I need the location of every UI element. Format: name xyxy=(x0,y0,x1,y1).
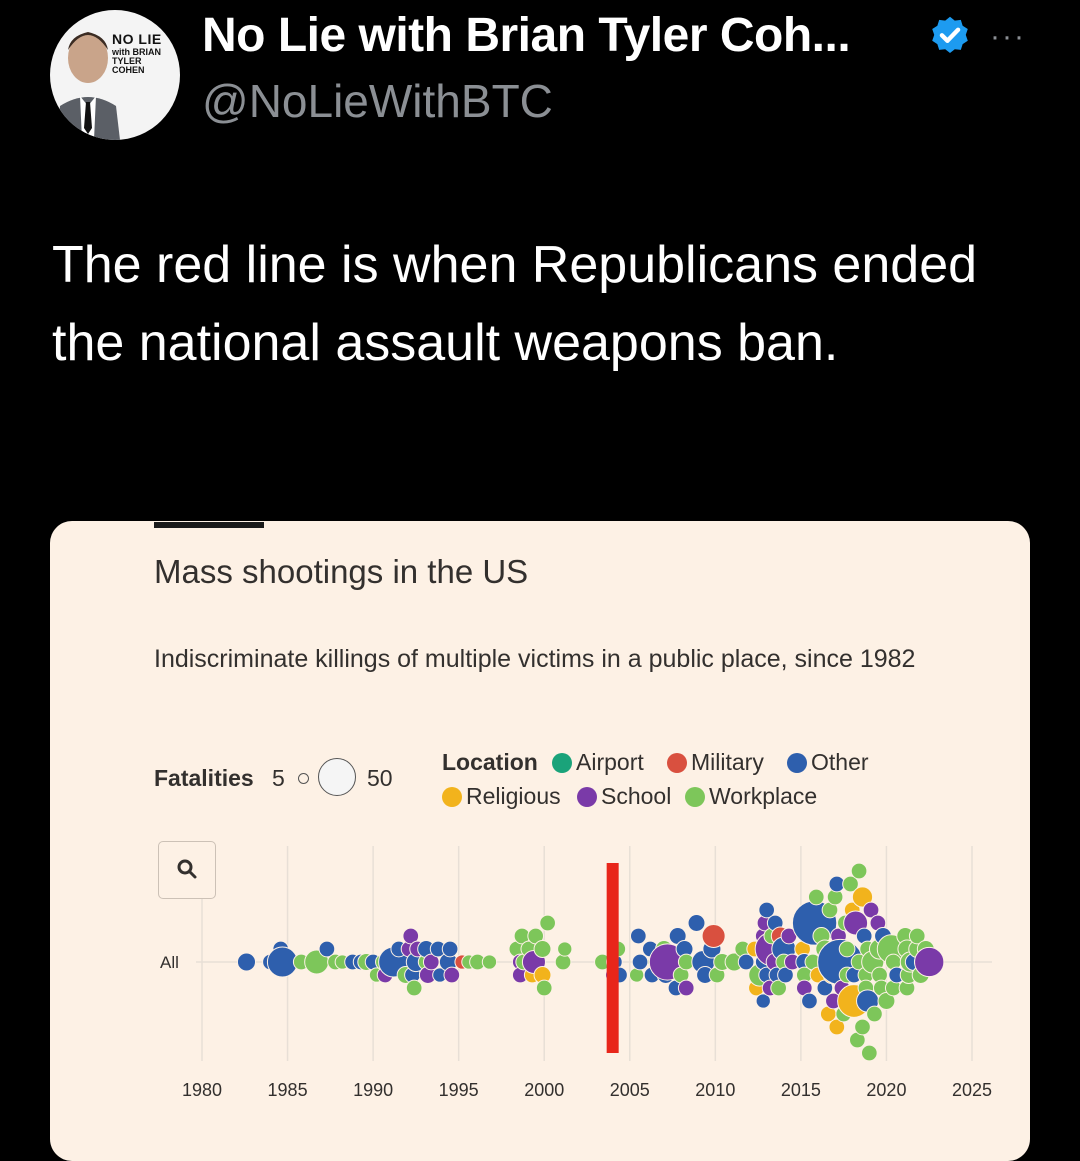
size-legend-small-circle xyxy=(298,773,309,784)
data-point xyxy=(236,952,257,972)
user-handle[interactable]: @NoLieWithBTC xyxy=(202,75,553,127)
legend-item-military[interactable]: Military xyxy=(667,749,764,776)
x-tick-label: 2000 xyxy=(524,1080,564,1100)
data-point xyxy=(539,914,556,932)
legend-label-military: Military xyxy=(691,749,764,775)
data-point xyxy=(535,979,553,997)
data-point xyxy=(854,1018,871,1036)
data-point xyxy=(908,927,926,945)
avatar-badge-subtitle: with BRIAN TYLER COHEN xyxy=(112,47,161,75)
x-tick-label: 2015 xyxy=(781,1080,821,1100)
legend-label-other: Other xyxy=(811,749,869,775)
data-point xyxy=(850,862,868,880)
data-point xyxy=(755,993,771,1009)
x-tick-label: 2010 xyxy=(695,1080,735,1100)
more-options-button[interactable]: ··· xyxy=(990,20,1026,53)
data-point xyxy=(402,927,420,945)
data-point xyxy=(554,953,572,971)
data-point xyxy=(481,954,498,970)
avatar-portrait xyxy=(58,32,120,140)
data-point xyxy=(557,941,573,957)
beeswarm-chart: 1980 1985 1990 1995 2000 2005 2010 2015 2020 2025… xyxy=(160,846,992,1100)
data-point xyxy=(770,979,787,997)
legend-dot-other xyxy=(787,753,807,773)
x-tick-label: 1995 xyxy=(439,1080,479,1100)
data-point xyxy=(441,940,459,958)
data-point xyxy=(777,966,794,984)
display-name[interactable]: No Lie with Brian Tyler Coh... xyxy=(202,9,851,62)
data-point xyxy=(533,940,552,958)
card-top-tab xyxy=(154,522,264,528)
legend-item-workplace[interactable]: Workplace xyxy=(685,783,817,810)
avatar-badge: NO LIE with BRIAN TYLER COHEN xyxy=(112,32,172,75)
data-point xyxy=(838,940,856,958)
data-point xyxy=(677,979,695,997)
legend-label-school: School xyxy=(601,783,672,809)
data-point xyxy=(860,1044,878,1062)
search-icon xyxy=(177,859,197,879)
legend-dot-airport xyxy=(552,753,572,773)
size-legend-min: 5 xyxy=(272,765,285,791)
legend-label-religious: Religious xyxy=(466,783,561,809)
chart-search-button[interactable] xyxy=(158,841,216,899)
chart-title: Mass shootings in the US xyxy=(154,553,529,590)
data-point xyxy=(629,927,647,945)
legend-dot-military xyxy=(667,753,687,773)
data-point xyxy=(851,886,874,908)
x-tick-label: 1985 xyxy=(268,1080,308,1100)
data-point xyxy=(862,901,880,919)
legend-item-airport[interactable]: Airport xyxy=(552,749,644,776)
data-point xyxy=(631,953,649,971)
tweet-text: The red line is when Republicans ended t… xyxy=(52,236,978,372)
data-point xyxy=(914,946,945,978)
legend-label-airport: Airport xyxy=(576,749,644,775)
legend-item-other[interactable]: Other xyxy=(787,749,869,776)
data-point xyxy=(405,979,423,997)
data-point xyxy=(443,966,461,984)
data-point xyxy=(807,888,825,906)
data-point xyxy=(828,1018,846,1036)
legend-item-religious[interactable]: Religious xyxy=(442,783,561,810)
data-point xyxy=(842,875,859,893)
red-line-marker xyxy=(606,863,619,1053)
legend-dot-workplace xyxy=(685,787,705,807)
legend-label-workplace: Workplace xyxy=(709,783,818,809)
avatar-badge-title: NO LIE xyxy=(112,31,162,47)
data-point xyxy=(866,1005,883,1023)
x-tick-label: 2020 xyxy=(866,1080,906,1100)
chart-card: 1980 1985 1990 1995 2000 2005 2010 2015 2020 2025… xyxy=(50,521,1030,1161)
legend-dot-religious xyxy=(442,787,462,807)
legend-title: Location xyxy=(442,749,538,775)
x-tick-label: 1980 xyxy=(182,1080,222,1100)
row-label: All xyxy=(160,953,179,972)
legend-item-school[interactable]: School xyxy=(577,783,671,810)
x-tick-label: 1990 xyxy=(353,1080,393,1100)
data-point xyxy=(687,914,706,932)
data-point xyxy=(701,923,726,949)
data-point xyxy=(758,901,776,919)
data-point xyxy=(737,953,755,971)
chart-subtitle: Indiscriminate killings of multiple vict… xyxy=(154,645,916,673)
x-tick-label: 2005 xyxy=(610,1080,650,1100)
size-legend-label: Fatalities xyxy=(154,765,254,791)
size-legend-large-circle xyxy=(318,758,356,796)
legend-dot-school xyxy=(577,787,597,807)
data-point xyxy=(318,940,336,958)
x-tick-label: 2025 xyxy=(952,1080,992,1100)
size-legend-max: 50 xyxy=(367,765,393,791)
data-point xyxy=(801,992,818,1010)
profile-avatar[interactable]: NO LIE with BRIAN TYLER COHEN xyxy=(50,10,180,140)
verified-badge-icon xyxy=(932,16,968,54)
